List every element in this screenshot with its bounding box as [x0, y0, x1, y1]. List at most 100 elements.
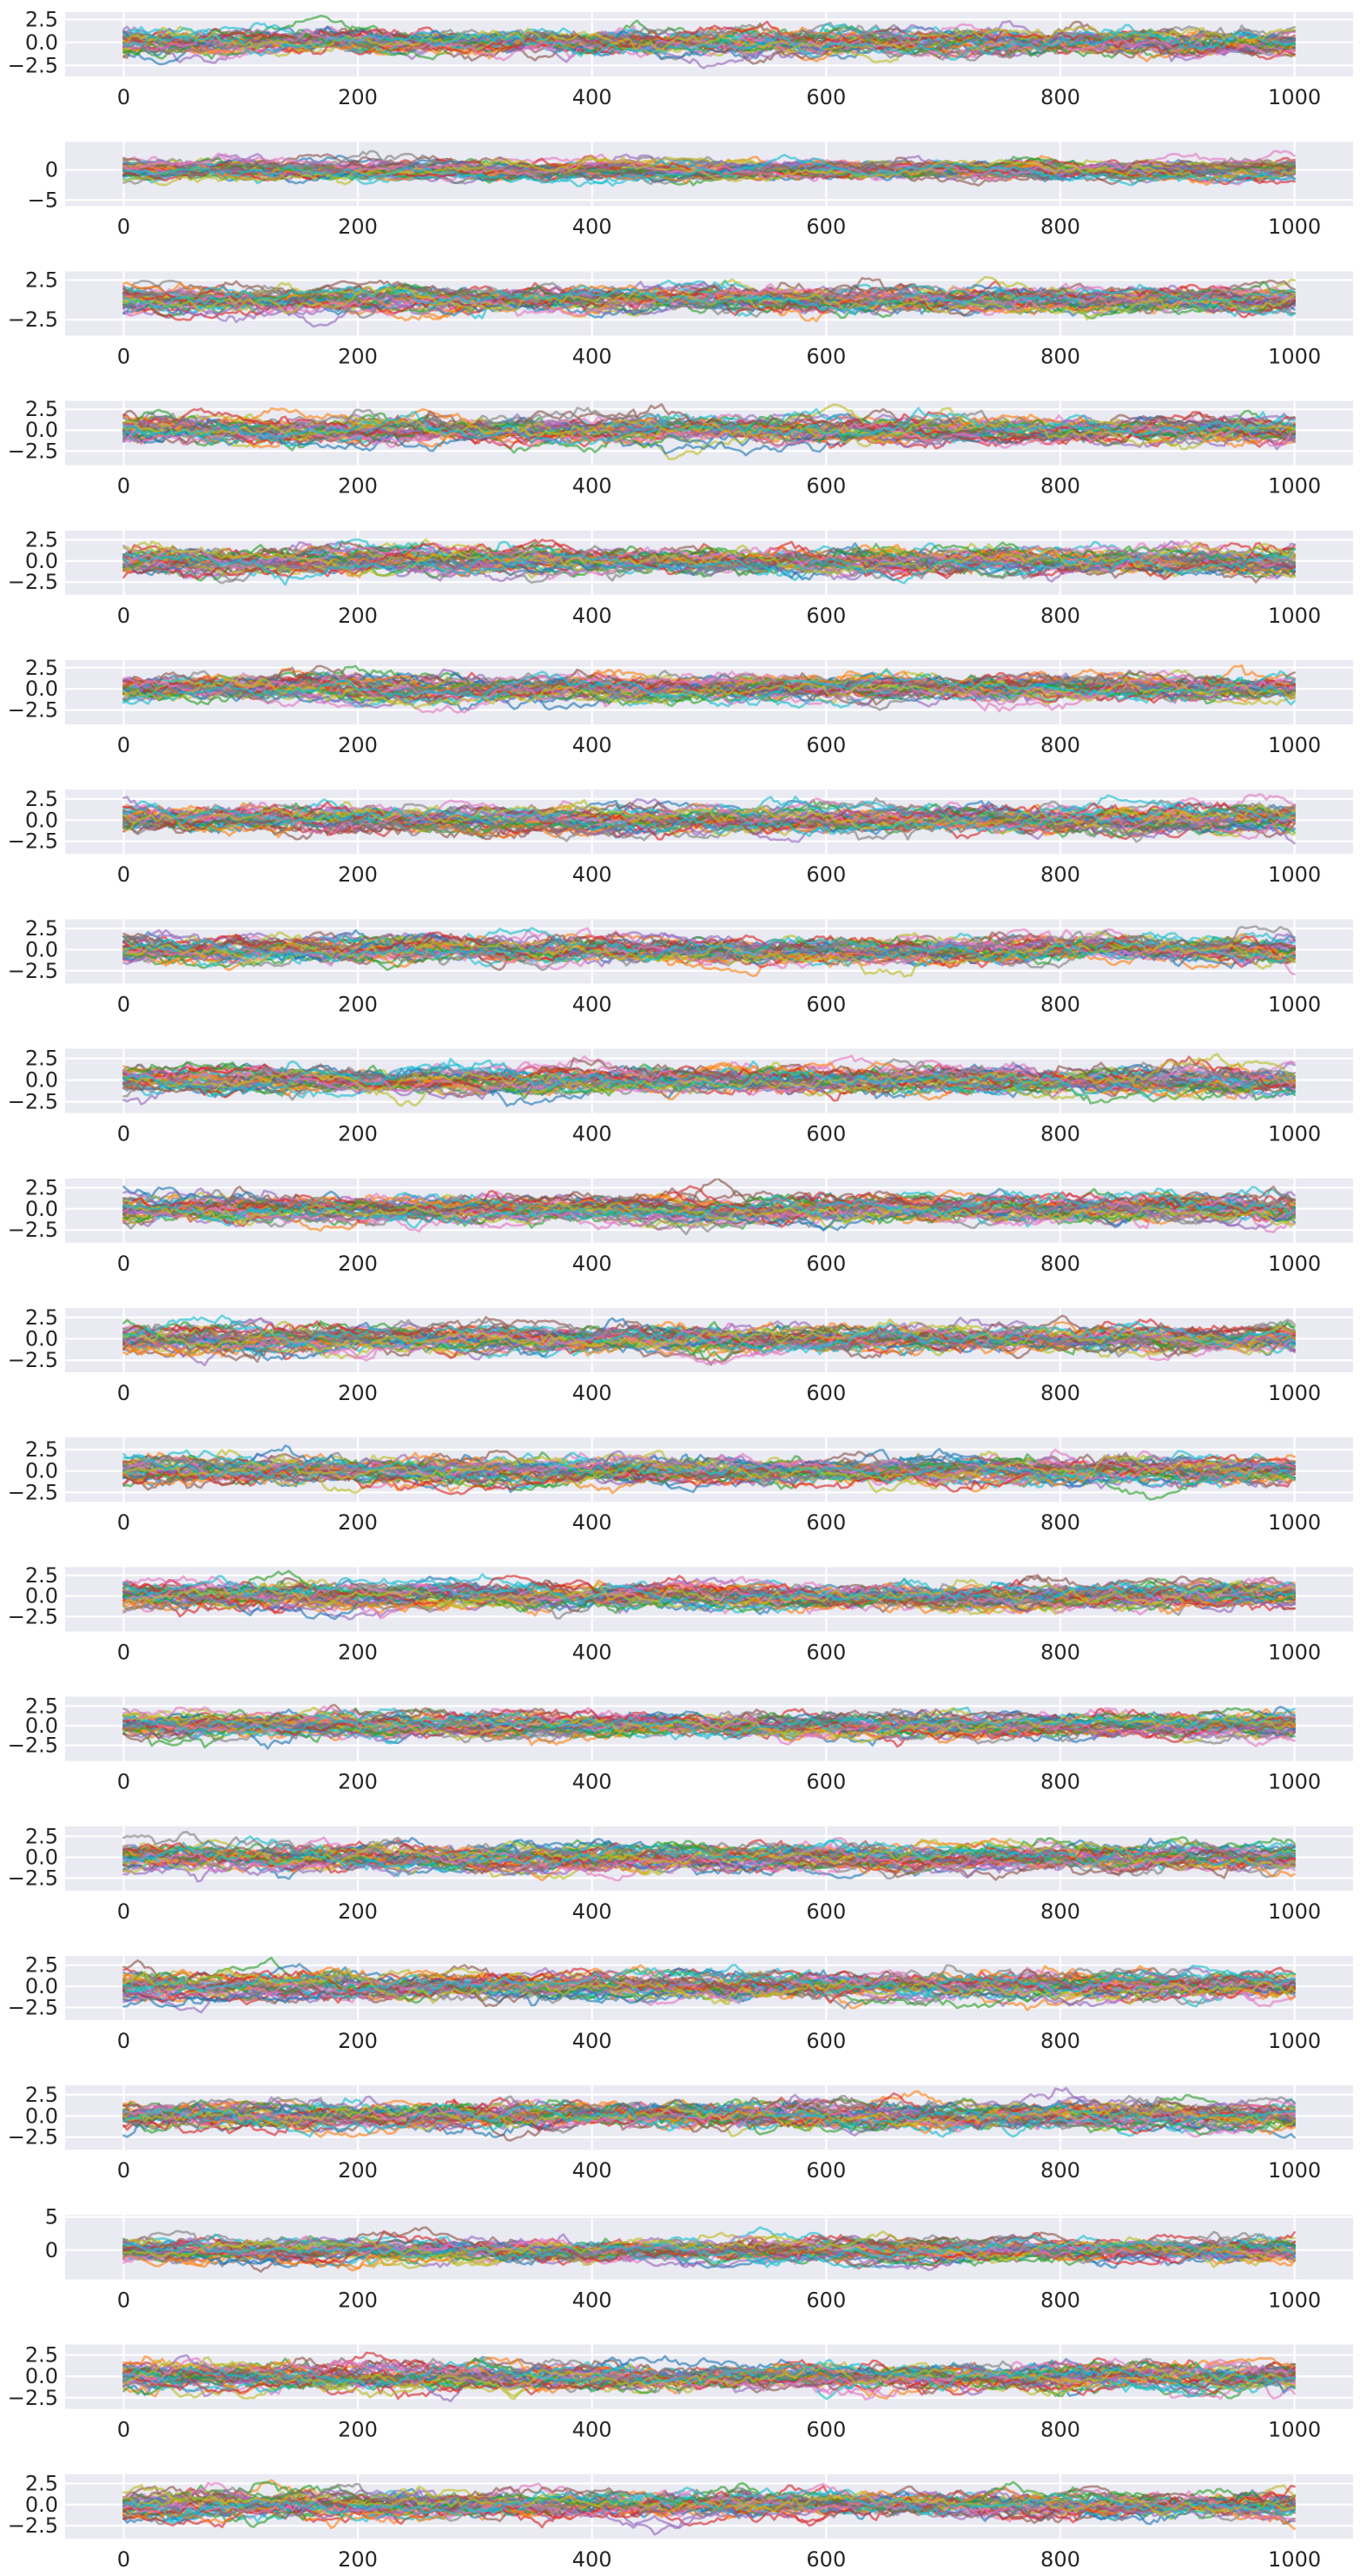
x-tick-label: 200 — [338, 2158, 378, 2183]
x-tick-label: 600 — [806, 992, 846, 1016]
series-line — [122, 2099, 1296, 2138]
series-line — [122, 1575, 1296, 1612]
subplot-14: 2.50.0−2.5 0 200 400 600 800 1000 — [8, 1694, 1353, 1794]
x-tick-label: 600 — [806, 2288, 846, 2312]
x-tick-label: 400 — [572, 992, 612, 1016]
x-tick-label: 800 — [1040, 1770, 1080, 1794]
x-tick-label: 0 — [117, 2158, 130, 2183]
series-line — [122, 1578, 1296, 1608]
x-tick-label: 800 — [1040, 2158, 1080, 2183]
series-line — [122, 1706, 1296, 1741]
y-tick-label: −2.5 — [8, 439, 58, 463]
x-tick-label: 800 — [1040, 344, 1080, 368]
series-line — [122, 1318, 1296, 1354]
x-tick-label: 1000 — [1268, 2029, 1321, 2053]
subplot-10: 2.50.0−2.5 0 200 400 600 800 1000 — [8, 1176, 1353, 1276]
series-line — [122, 154, 1296, 188]
y-tick-label: 0.0 — [25, 937, 58, 961]
series-line — [122, 1964, 1296, 1995]
x-tick-label: 600 — [806, 862, 846, 887]
x-tick-label: 800 — [1040, 215, 1080, 239]
x-tick-label: 800 — [1040, 2288, 1080, 2312]
x-tick-label: 0 — [117, 2288, 130, 2312]
x-tick-label: 0 — [117, 344, 130, 368]
subplot-9: 2.50.0−2.5 0 200 400 600 800 1000 — [8, 1047, 1353, 1146]
series-line — [122, 419, 1296, 449]
subplot-13: 2.50.0−2.5 0 200 400 600 800 1000 — [8, 1563, 1353, 1664]
series-group — [122, 1444, 1296, 1501]
x-tick-label: 200 — [338, 1381, 378, 1405]
series-line — [122, 546, 1296, 586]
y-tick-label: 0.0 — [25, 1459, 58, 1483]
x-tick-label: 200 — [338, 85, 378, 109]
series-group — [122, 538, 1296, 586]
y-tick-label: −2.5 — [8, 1995, 58, 2019]
y-tick-label: 0.0 — [25, 2493, 58, 2517]
x-tick-label: 0 — [117, 1381, 130, 1405]
y-tick-label: −2.5 — [8, 2125, 58, 2150]
subplot-18: 5 0 0 200 400 600 800 1000 — [45, 2205, 1353, 2312]
series-group — [122, 664, 1296, 714]
x-tick-label: 200 — [338, 604, 378, 628]
y-tick-label: −2.5 — [8, 697, 58, 722]
x-tick-label: 400 — [572, 2288, 612, 2312]
x-tick-label: 800 — [1040, 862, 1080, 887]
y-tick-label: 2.5 — [25, 268, 58, 292]
series-line — [122, 2487, 1296, 2525]
subplot-19: 2.50.0−2.5 0 200 400 600 800 1000 — [8, 2342, 1353, 2442]
y-tick-label: −5 — [28, 188, 58, 212]
y-tick-label: 2.5 — [25, 2083, 58, 2107]
x-tick-label: 600 — [806, 85, 846, 109]
x-tick-label: 400 — [572, 215, 612, 239]
y-tick-label: 0.0 — [25, 1327, 58, 1351]
x-tick-label: 600 — [806, 1770, 846, 1794]
series-line — [122, 1063, 1296, 1099]
series-line — [122, 155, 1296, 187]
x-tick-label: 1000 — [1268, 85, 1321, 109]
series-line — [122, 936, 1296, 976]
x-tick-label: 200 — [338, 215, 378, 239]
x-tick-label: 0 — [117, 2029, 130, 2053]
y-tick-label: 2.5 — [25, 1305, 58, 1330]
x-tick-label: 200 — [338, 1770, 378, 1794]
x-tick-label: 0 — [117, 733, 130, 757]
series-group — [122, 1956, 1296, 2014]
series-line — [122, 1966, 1296, 2000]
y-tick-label: −2.5 — [8, 1734, 58, 1758]
y-tick-label: −2.5 — [8, 53, 58, 77]
y-tick-label: 2.5 — [25, 787, 58, 811]
x-tick-label: 400 — [572, 1640, 612, 1664]
x-tick-label: 400 — [572, 1510, 612, 1535]
y-tick-label: 2.5 — [25, 2472, 58, 2496]
x-tick-label: 800 — [1040, 2547, 1080, 2572]
series-line — [122, 1585, 1296, 1614]
series-group — [122, 1569, 1296, 1621]
series-group — [122, 793, 1296, 845]
series-line — [122, 1968, 1296, 2008]
y-tick-label: 0.0 — [25, 30, 58, 55]
x-tick-label: 600 — [806, 2547, 846, 2572]
series-line — [122, 1965, 1296, 1998]
subplot-1: 2.50.0−2.5 0 200 400 600 800 1000 — [8, 7, 1353, 109]
subplot-20: 2.50.0−2.5 0 200 400 600 800 1000 — [8, 2472, 1353, 2572]
series-line — [122, 1194, 1296, 1231]
series-line — [122, 20, 1296, 61]
series-line — [122, 935, 1296, 965]
series-line — [122, 2102, 1296, 2135]
x-tick-label: 600 — [806, 733, 846, 757]
x-tick-label: 1000 — [1268, 215, 1321, 239]
series-line — [122, 669, 1296, 708]
subplot-2: 0 −5 0 200 400 600 800 1000 — [28, 142, 1353, 239]
series-group — [122, 1703, 1296, 1750]
x-tick-label: 800 — [1040, 2418, 1080, 2442]
y-tick-label: 2.5 — [25, 528, 58, 552]
series-line — [122, 149, 1296, 182]
subplot-11: 2.50.0−2.5 0 200 400 600 800 1000 — [8, 1305, 1353, 1405]
x-tick-label: 0 — [117, 862, 130, 887]
series-line — [122, 1190, 1296, 1227]
x-tick-label: 800 — [1040, 604, 1080, 628]
x-tick-label: 600 — [806, 474, 846, 499]
y-tick-label: 2.5 — [25, 656, 58, 680]
x-tick-label: 1000 — [1268, 1381, 1321, 1405]
y-tick-label: 5 — [45, 2205, 58, 2229]
